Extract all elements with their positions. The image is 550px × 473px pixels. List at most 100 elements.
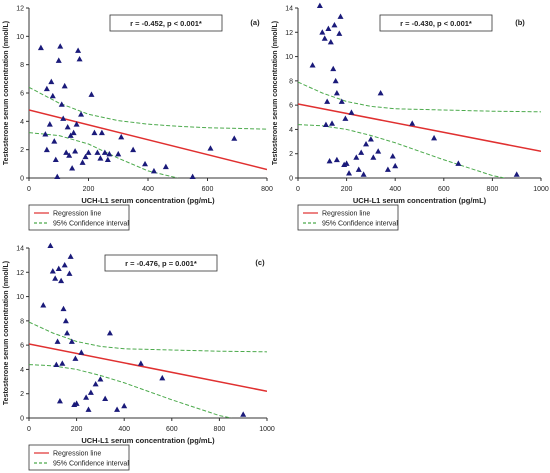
- data-point: [58, 277, 65, 284]
- data-point: [61, 262, 68, 268]
- x-tick-label: 800: [261, 186, 273, 193]
- data-point: [358, 149, 365, 155]
- stats-box: [104, 254, 218, 272]
- y-tick-label: 4: [289, 127, 293, 134]
- legend-label: 95% Confidence interval: [322, 221, 398, 228]
- data-point: [431, 134, 438, 141]
- data-point: [78, 349, 85, 355]
- data-point: [63, 149, 70, 155]
- data-point: [85, 149, 92, 155]
- data-point: [54, 338, 61, 344]
- data-point: [70, 129, 77, 136]
- x-tick-label: 600: [438, 186, 450, 193]
- y-tick-label: 4: [20, 367, 24, 374]
- data-point: [130, 146, 137, 153]
- legend-box: [28, 444, 130, 471]
- legend-label: Regression line: [53, 211, 101, 218]
- data-point: [409, 120, 416, 126]
- data-point: [85, 406, 92, 412]
- data-point: [91, 129, 98, 136]
- data-point: [370, 154, 377, 160]
- data-point: [97, 376, 104, 382]
- regression-line: [29, 109, 267, 171]
- y-tick-label: 0: [289, 176, 293, 183]
- data-point: [331, 22, 338, 28]
- legend-label: 95% Confidence interval: [53, 461, 129, 468]
- y-tick-label: 0: [20, 416, 24, 423]
- data-point: [336, 30, 343, 36]
- data-point: [355, 166, 362, 172]
- x-tick-label: 1000: [259, 426, 275, 433]
- data-point: [189, 173, 196, 179]
- data-point: [98, 129, 105, 136]
- data-point: [60, 115, 67, 121]
- data-point: [321, 35, 328, 41]
- data-point: [94, 149, 101, 155]
- y-tick-label: 10: [285, 54, 293, 61]
- chart-panel-3: 0 200 400 600 800 1000 0 2 4 6 8 10 12 14 UCH-L1 serum…: [3, 242, 275, 471]
- panel-label: (a): [250, 18, 260, 27]
- data-point: [57, 43, 64, 49]
- data-point: [342, 115, 349, 121]
- y-tick-label: 10: [16, 294, 24, 301]
- x-tick-label: 800: [214, 426, 226, 433]
- data-point: [337, 13, 344, 19]
- data-point: [58, 101, 65, 107]
- panel-label: (b): [515, 18, 525, 27]
- x-tick-label: 200: [71, 426, 83, 433]
- data-point: [333, 156, 340, 163]
- x-tick-label: 0: [27, 426, 31, 433]
- data-point: [60, 305, 67, 312]
- data-point: [73, 121, 80, 127]
- y-tick-label: 14: [16, 246, 24, 253]
- data-point: [319, 29, 326, 35]
- data-point: [66, 270, 73, 276]
- y-tick-label: 10: [16, 34, 24, 41]
- data-point: [82, 153, 89, 160]
- stats-annotation: r = -0.452, p < 0.001*: [130, 19, 202, 28]
- y-tick-label: 12: [16, 270, 24, 277]
- data-point: [104, 156, 111, 162]
- data-point: [322, 121, 329, 127]
- legend-box: [297, 204, 399, 231]
- x-axis-label: UCH-L1 serum concentration (pg/mL): [81, 436, 215, 445]
- panel-label: (c): [255, 258, 265, 267]
- ci-lower-line: [298, 124, 505, 178]
- data-point: [330, 65, 337, 72]
- y-tick-label: 4: [20, 119, 24, 126]
- data-point: [115, 150, 122, 157]
- y-tick-label: 2: [289, 151, 293, 158]
- ci-lower-line: [29, 364, 232, 418]
- data-point: [92, 381, 99, 387]
- data-point: [55, 57, 62, 63]
- data-point: [43, 85, 50, 92]
- x-tick-label: 0: [27, 186, 31, 193]
- data-point: [68, 338, 75, 344]
- data-point: [72, 148, 79, 154]
- data-point: [106, 150, 113, 157]
- data-point: [51, 138, 58, 144]
- ci-upper-line: [298, 81, 541, 113]
- y-tick-label: 6: [289, 103, 293, 110]
- data-point: [61, 82, 68, 89]
- data-point: [377, 90, 384, 96]
- data-point: [114, 406, 121, 412]
- data-point: [97, 155, 104, 161]
- data-point: [326, 158, 333, 164]
- stats-box: [109, 14, 223, 32]
- data-point: [88, 91, 95, 97]
- ci-upper-line: [29, 86, 267, 130]
- y-tick-label: 6: [20, 91, 24, 98]
- data-point: [329, 120, 336, 126]
- data-point: [102, 395, 109, 401]
- data-point: [47, 242, 54, 248]
- y-axis-label: Testosterone serum concentration (nmol/L…: [3, 261, 10, 405]
- data-point: [49, 92, 56, 99]
- data-point: [83, 394, 90, 400]
- regression-line: [29, 343, 267, 393]
- y-tick-label: 14: [285, 6, 293, 13]
- x-tick-label: 600: [202, 186, 214, 193]
- data-point: [67, 132, 74, 138]
- data-point: [56, 398, 63, 404]
